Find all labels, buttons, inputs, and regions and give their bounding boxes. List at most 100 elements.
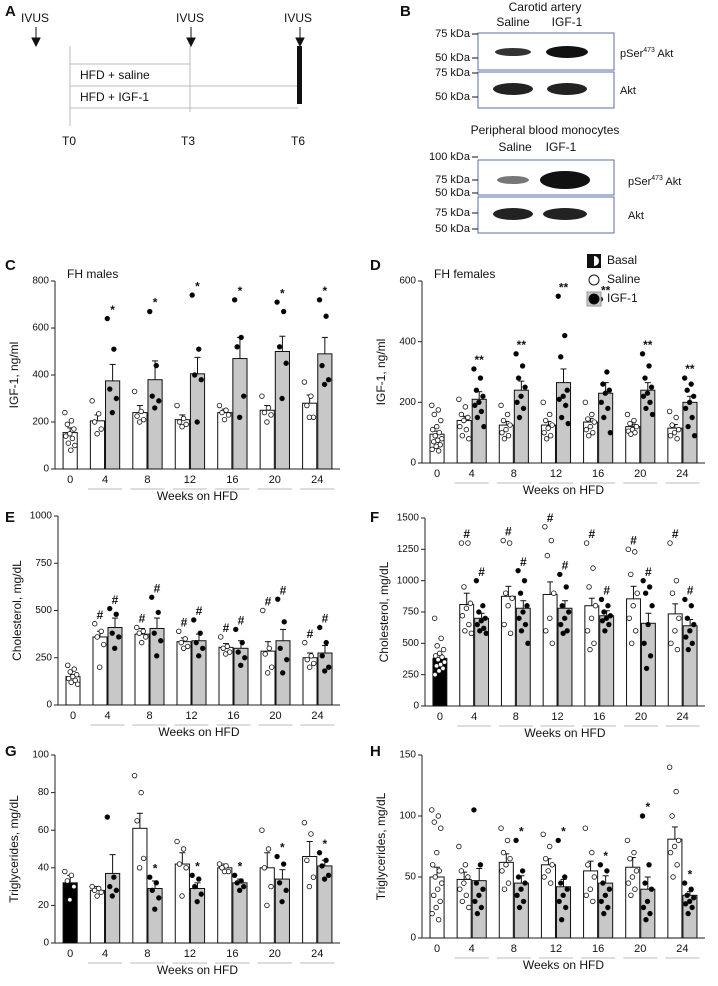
data-point [435,917,442,923]
data-point [684,892,690,898]
data-point [673,414,679,421]
data-point [304,402,310,409]
data-point [603,615,610,621]
blot-title: Carotid artery [509,0,582,14]
data-point [517,590,524,596]
data-point [502,590,509,596]
data-point [153,880,160,886]
data-point [457,423,463,430]
data-point [109,630,115,636]
data-point [441,659,448,665]
x-tick-label: 4 [102,948,108,960]
data-point [516,615,522,621]
data-point [645,621,651,628]
data-point [667,540,673,546]
x-tick-label: 24 [311,710,323,722]
data-point [557,571,563,578]
data-point [551,590,557,596]
data-point [179,893,185,899]
x-tick-label: 24 [676,943,688,955]
x-tick-label: 0 [67,474,73,486]
data-point [325,872,332,879]
data-point [606,621,612,628]
data-point [180,846,187,852]
data-point [196,653,202,659]
data-point [647,399,653,406]
significance-label: * [280,841,285,855]
data-point [471,366,477,372]
significance-label: # [223,621,230,635]
data-point [540,399,546,406]
data-point [682,901,689,907]
data-point [465,874,471,880]
data-point [483,630,489,637]
data-point [261,409,268,416]
data-point [505,433,512,439]
data-point [138,789,144,796]
data-point [605,603,611,609]
ivus-label: IVUS [284,11,312,25]
data-point [685,423,691,430]
data-point [518,886,524,892]
data-point [436,668,442,674]
data-point [540,831,546,837]
data-point [549,862,555,868]
x-tick-label: 0 [70,710,76,722]
data-point [67,431,73,437]
data-point [467,600,474,606]
data-point [71,883,77,890]
group-label: HFD + IGF-1 [80,90,149,104]
significance-label: # [139,612,146,626]
data-point [503,862,509,868]
y-axis-label: Triglycerides, mg/dL [374,792,388,900]
data-point [670,874,676,880]
data-point [673,577,680,584]
data-point [686,898,693,905]
y-tick-label: 400 [399,336,416,347]
bar [682,401,698,464]
data-point [276,880,283,886]
data-point [548,537,555,544]
data-point [601,910,607,917]
timepoint: T6 [291,134,305,148]
data-point [321,381,328,388]
data-point [522,880,528,886]
data-point [681,375,688,381]
data-point [111,874,117,880]
y-tick-label: 80 [38,787,50,798]
data-point [234,344,240,350]
significance-label: # [181,615,188,629]
data-point [589,849,595,856]
y-tick-label: 0 [413,701,419,712]
chart-panel: E 0 250 500 750 1000 Cholesterol, mg/dL 0 4 8 12 16… [5,509,340,739]
data-point [91,887,98,894]
data-point [689,414,695,421]
data-point [104,814,111,820]
data-point [472,402,478,409]
data-point [522,621,529,628]
data-point [155,609,161,616]
data-point [216,402,223,409]
band [493,83,533,95]
data-point [180,415,187,422]
marker-label: 50 kDa [435,187,471,199]
data-point [513,837,519,844]
band-label-part: Akt [663,176,681,188]
data-point [632,628,639,634]
data-point [429,446,435,453]
data-point [501,621,507,628]
significance-label: ** [601,283,611,297]
significance-label: ** [643,338,653,352]
data-point [431,615,438,621]
data-point [607,429,614,436]
data-point [306,414,313,420]
legend-label: IGF-1 [607,291,638,305]
chart-panel: D FH females 0 200 400 600 IGF-1, ng/ml 0 4 8 12 16… [370,253,705,497]
data-point [602,390,609,396]
data-point [104,315,111,322]
data-point [71,426,77,432]
significance-label: # [112,593,119,607]
data-point [498,825,504,831]
bar [317,652,333,706]
